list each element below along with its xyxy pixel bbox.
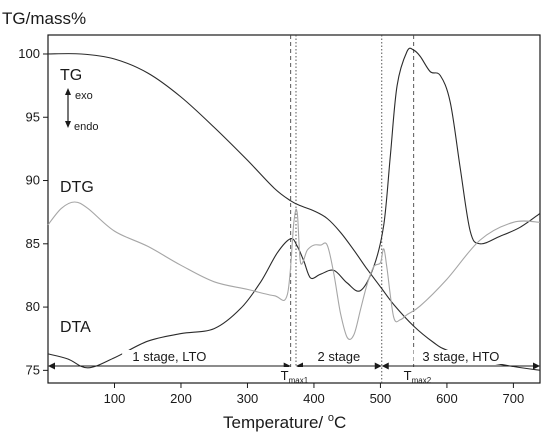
- y-tick-label: 75: [26, 362, 40, 377]
- x-axis-title: Temperature/ oC: [223, 412, 346, 432]
- dtg-series-line: [47, 201, 541, 340]
- y-axis-title: TG/mass%: [2, 9, 86, 28]
- plot-border: [47, 34, 541, 384]
- y-tick-label: 95: [26, 109, 40, 124]
- stage-arrow-left-icon: [381, 362, 389, 370]
- dtg-curve-label: DTG: [60, 179, 94, 196]
- y-tick-label: 90: [26, 173, 40, 188]
- stage-label-bg: [413, 350, 509, 364]
- stage-label: 3 stage, HTO: [422, 349, 499, 364]
- x-tick-label: 200: [170, 391, 192, 406]
- tmax-label-bg: [276, 367, 319, 382]
- y-tick-label: 100: [18, 46, 40, 61]
- stage-arrow-right-icon: [374, 362, 382, 370]
- tg-curve-label: TG: [60, 67, 82, 84]
- exo-endo-indicator: exo endo: [65, 88, 98, 133]
- x-tick-label: 500: [370, 391, 392, 406]
- stage-arrow-left-icon: [48, 362, 55, 370]
- marker-labels: Tmax1 Tmax2: [276, 367, 442, 385]
- endo-arrow-head-icon: [65, 121, 71, 128]
- x-tick-label: 300: [237, 391, 259, 406]
- stage-label: 2 stage: [318, 349, 361, 364]
- y-tick-label: 85: [26, 236, 40, 251]
- tmax-label: Tmax1: [281, 368, 309, 385]
- y-axis-ticks: 75 80 85 90 95 100: [18, 46, 48, 377]
- stage-arrow-right-icon: [533, 362, 540, 370]
- temperature-markers: [290, 35, 415, 383]
- x-tick-label: 700: [503, 391, 525, 406]
- x-tick-label: 400: [303, 391, 325, 406]
- stage-label-bg: [309, 350, 369, 364]
- y-tick-label: 80: [26, 299, 40, 314]
- dta-series-line: [47, 47, 541, 369]
- stage-label-bg: [122, 350, 217, 364]
- x-tick-label: 600: [436, 391, 458, 406]
- plot-frame: [47, 34, 541, 384]
- x-axis-ticks: 100 200 300 400 500 600 700: [104, 383, 525, 406]
- dta-curve-label: DTA: [60, 319, 91, 336]
- stage-label: 1 stage, LTO: [132, 349, 206, 364]
- tmax-label-bg: [399, 367, 442, 382]
- exo-arrow-head-icon: [65, 88, 71, 95]
- endo-label: endo: [74, 121, 98, 133]
- tmax-label: Tmax2: [404, 368, 432, 385]
- data-series: [47, 47, 541, 371]
- x-tick-label: 100: [104, 391, 126, 406]
- exo-label: exo: [75, 90, 93, 102]
- stage-annotations: 1 stage, LTO 2 stage 3 stage, HTO: [48, 349, 540, 370]
- tg-series-line: [47, 53, 541, 371]
